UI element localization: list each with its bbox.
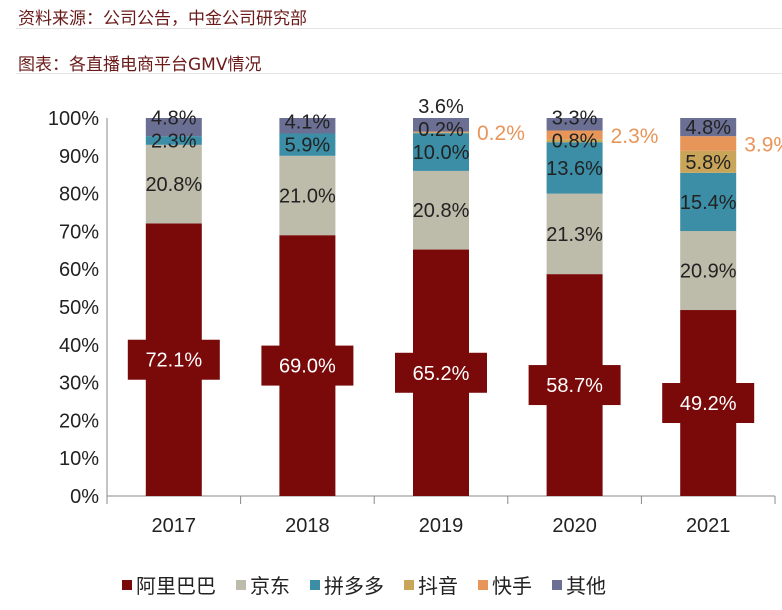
legend-item: 其他 [552,570,606,599]
bar-segment [413,131,469,133]
data-label: 58.7% [546,375,603,397]
data-label: 3.6% [418,96,464,118]
data-label: 0.8% [552,131,598,153]
bar-segment [546,193,603,275]
bar-segment [279,155,336,236]
data-label: 21.0% [279,185,336,207]
legend-item: 拼多多 [310,570,384,599]
y-tick-label: 100% [48,108,99,130]
data-label: 69.0% [279,356,336,378]
legend-label: 快手 [492,574,532,598]
y-tick-label: 80% [59,184,99,206]
source-note: 资料来源：公司公告，中金公司研究部 [18,9,307,29]
stacked-bar-chart: 0% 10% 20% 30% 40% 50% 60% 70% 80% 90% 100% 2017 72.… [48,96,782,537]
data-label: 0.2% [477,122,525,145]
x-tick-label: 2017 [152,515,197,537]
bar-segment [680,136,737,151]
divider [16,28,782,29]
legend: 阿里巴巴 京东 拼多多 抖音 快手 其他 [122,570,606,599]
y-tick-label: 10% [59,448,99,470]
data-label: 4.8% [685,117,731,139]
y-tick-label: 60% [59,259,99,281]
data-label: 21.3% [546,224,603,246]
legend-item: 阿里巴巴 [122,570,216,599]
bar-segment [546,130,603,140]
bar-segment [680,231,737,311]
y-tick-label: 50% [59,297,99,319]
data-label: 2.3% [151,130,197,152]
x-tick-label: 2018 [285,515,330,537]
bar-segment [680,118,737,137]
legend-item: 抖音 [404,570,458,599]
data-label: 20.9% [680,261,737,283]
bar-segment [145,136,202,145]
y-tick-label: 30% [59,373,99,395]
data-label: 3.9% [744,134,782,157]
data-label: 20.8% [413,200,470,222]
data-label: 10.0% [413,142,470,164]
y-tick-label: 20% [59,410,99,432]
data-label-box [127,339,220,380]
data-label: 4.8% [151,107,197,129]
bar-segment [680,150,737,173]
legend-label: 阿里巴巴 [136,574,216,598]
bar-segment [680,172,737,232]
legend-swatch [122,579,132,590]
bar-segment [145,144,202,224]
x-tick-label: 2019 [419,515,464,537]
divider [16,73,782,74]
bar-segment [546,139,603,143]
y-tick-label: 90% [59,146,99,168]
data-label-box [528,365,621,406]
legend-label: 其他 [566,574,606,598]
data-label-box [261,345,354,386]
x-tick-label: 2020 [552,515,597,537]
legend-swatch [236,579,246,590]
bar-segment [279,118,336,134]
data-label: 72.1% [145,350,202,372]
y-tick-label: 70% [59,221,99,243]
data-label: 4.1% [285,112,331,134]
data-label: 3.3% [552,108,598,130]
bar-segment [413,118,469,132]
bar-segment [145,118,202,137]
bar-segment [413,170,469,250]
bar-segment [413,132,469,134]
data-label: 13.6% [546,158,603,180]
chart-title: 图表：各直播电商平台GMV情况 [18,55,262,75]
data-label: 49.2% [680,393,737,415]
legend-swatch [404,579,414,590]
bar-segment [546,118,603,131]
bar-segment [546,142,603,194]
data-label: 5.8% [685,152,731,174]
data-label: 5.9% [285,135,331,157]
data-label-box [395,352,487,393]
legend-label: 京东 [250,574,290,598]
data-label: 0.2% [418,119,464,141]
legend-item: 京东 [236,570,290,599]
legend-label: 拼多多 [324,574,384,598]
legend-swatch [310,579,320,590]
y-tick-label: 0% [70,486,99,508]
data-label: 20.8% [145,174,202,196]
legend-swatch [552,579,562,590]
y-tick-label: 40% [59,335,99,357]
data-label: 15.4% [680,192,737,214]
x-tick-label: 2021 [686,515,731,537]
data-label-box [662,383,755,424]
data-label: 2.3% [611,125,659,148]
legend-label: 抖音 [418,574,458,598]
bar-segment [413,133,469,171]
bar-segment [279,133,336,156]
legend-item: 快手 [478,570,532,599]
data-label: 65.2% [413,363,470,385]
legend-swatch [478,579,488,590]
